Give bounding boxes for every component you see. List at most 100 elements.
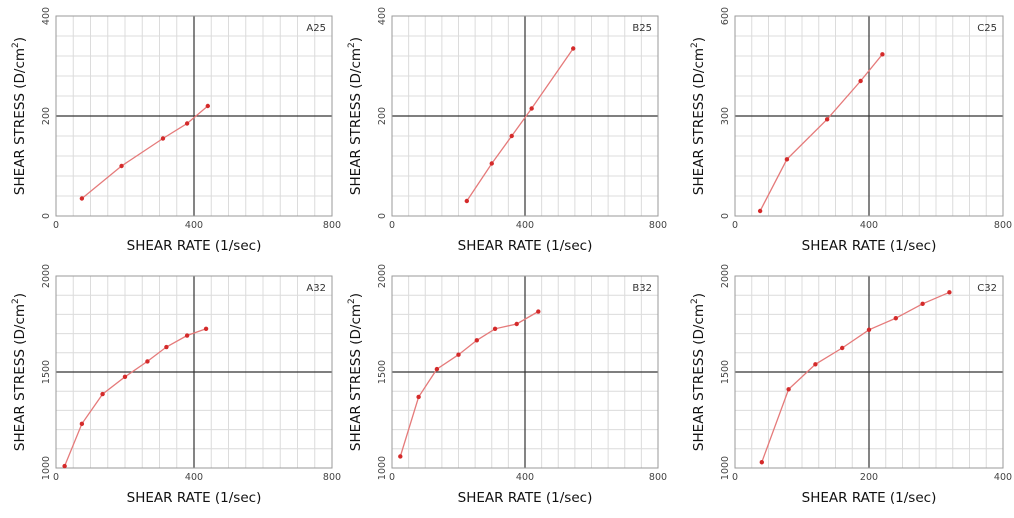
chart-panel-a25: A25 0 400 800 0 200 400 SHEAR RATE (1/sec) SHEAR… <box>11 7 341 254</box>
data-point <box>757 208 763 214</box>
data-point <box>398 454 403 459</box>
data-point <box>164 344 169 350</box>
y-tick-label: 1500 <box>377 360 388 384</box>
y-tick-label: 0 <box>377 213 388 219</box>
data-point <box>416 394 421 400</box>
y-tick-label: 200 <box>41 107 52 125</box>
y-axis-title: SHEAR STRESS (D/cm2) <box>11 37 28 195</box>
y-axis-title: SHEAR STRESS (D/cm2) <box>347 293 364 451</box>
plot-frame <box>391 275 659 469</box>
x-tick-label: 0 <box>53 220 59 231</box>
data-point <box>492 326 498 331</box>
panel-label: B32 <box>632 283 652 294</box>
x-tick-label: 800 <box>994 220 1012 231</box>
y-axis-title: SHEAR STRESS (D/cm2) <box>690 293 707 451</box>
data-point <box>474 338 479 343</box>
y-tick-label: 1000 <box>377 456 388 480</box>
data-point <box>160 136 166 141</box>
data-point <box>514 321 519 327</box>
data-point <box>571 46 576 51</box>
data-point <box>509 133 514 139</box>
x-tick-label: 800 <box>323 472 341 483</box>
y-tick-label: 2000 <box>377 264 388 288</box>
chart-panel-c25: C25 0 400 800 0 300 600 SHEAR RATE (1/sec) SHEAR… <box>690 7 1012 254</box>
x-axis-title: SHEAR RATE (1/sec) <box>127 238 262 254</box>
data-point <box>184 333 190 338</box>
chart-panel-a32: A32 0 400 800 1000 1500 2000 SHEAR RATE (1/sec)… <box>11 264 341 506</box>
data-point <box>529 106 534 111</box>
data-point <box>119 163 124 169</box>
y-tick-label: 0 <box>41 213 52 219</box>
y-tick-label: 1500 <box>41 360 52 384</box>
x-tick-label: 800 <box>649 472 667 483</box>
y-tick-label: 400 <box>41 7 52 25</box>
series-line <box>761 291 950 463</box>
data-point <box>784 157 790 162</box>
data-point <box>759 460 764 465</box>
y-tick-label: 2000 <box>41 264 52 288</box>
data-point <box>456 352 461 357</box>
panel-label: A32 <box>306 283 326 294</box>
series-line <box>399 310 539 457</box>
data-point <box>434 366 440 372</box>
chart-panel-c32: C32 0 200 400 1000 1500 2000 SHEAR RATE (1/sec)… <box>690 264 1012 506</box>
x-axis-title: SHEAR RATE (1/sec) <box>458 238 593 254</box>
data-point <box>79 421 85 427</box>
data-point <box>62 463 67 469</box>
x-tick-label: 0 <box>389 220 395 231</box>
data-point <box>184 121 190 126</box>
y-tick-label: 600 <box>720 7 731 25</box>
x-tick-label: 200 <box>860 472 878 483</box>
x-tick-label: 800 <box>323 220 341 231</box>
data-point <box>536 309 541 314</box>
data-point <box>824 117 830 122</box>
x-tick-label: 0 <box>732 472 738 483</box>
x-axis-title: SHEAR RATE (1/sec) <box>802 238 937 254</box>
series-line <box>63 328 207 467</box>
x-tick-label: 0 <box>53 472 59 483</box>
data-point <box>122 374 128 379</box>
panel-label: A25 <box>306 23 326 34</box>
plot-frame <box>55 15 333 217</box>
data-point <box>840 345 845 351</box>
x-tick-label: 800 <box>649 220 667 231</box>
panel-label: C25 <box>977 23 997 34</box>
x-tick-label: 400 <box>994 472 1012 483</box>
chart-panel-b25: B25 0 400 800 0 200 400 SHEAR RATE (1/sec) SHEAR… <box>347 7 667 254</box>
data-point <box>489 161 494 166</box>
data-point <box>880 52 885 57</box>
plot-frame <box>55 275 333 469</box>
series-line <box>81 105 209 200</box>
x-tick-label: 400 <box>516 472 534 483</box>
x-tick-label: 400 <box>516 220 534 231</box>
x-axis-title: SHEAR RATE (1/sec) <box>458 490 593 506</box>
series-line <box>759 53 883 212</box>
data-point <box>145 359 150 364</box>
panel-label: B25 <box>632 23 652 34</box>
y-axis-title: SHEAR STRESS (D/cm2) <box>11 293 28 451</box>
data-point <box>79 196 85 201</box>
x-tick-label: 400 <box>185 472 203 483</box>
x-axis-title: SHEAR RATE (1/sec) <box>802 490 937 506</box>
y-axis-title: SHEAR STRESS (D/cm2) <box>690 37 707 195</box>
series-line <box>466 48 574 202</box>
data-point <box>786 387 791 392</box>
y-tick-label: 1000 <box>41 456 52 480</box>
x-tick-label: 0 <box>389 472 395 483</box>
data-point <box>866 327 872 332</box>
data-point <box>100 391 105 397</box>
plot-frame <box>734 275 1004 469</box>
y-tick-label: 1000 <box>720 456 731 480</box>
plot-frame <box>391 15 659 217</box>
y-tick-label: 1500 <box>720 360 731 384</box>
y-tick-label: 400 <box>377 7 388 25</box>
x-tick-label: 400 <box>860 220 878 231</box>
y-tick-label: 2000 <box>720 264 731 288</box>
data-point <box>920 301 925 307</box>
data-point <box>813 362 818 367</box>
y-axis-title: SHEAR STRESS (D/cm2) <box>347 37 364 195</box>
y-tick-label: 300 <box>720 107 731 125</box>
data-point <box>203 326 209 331</box>
data-point <box>858 78 863 84</box>
